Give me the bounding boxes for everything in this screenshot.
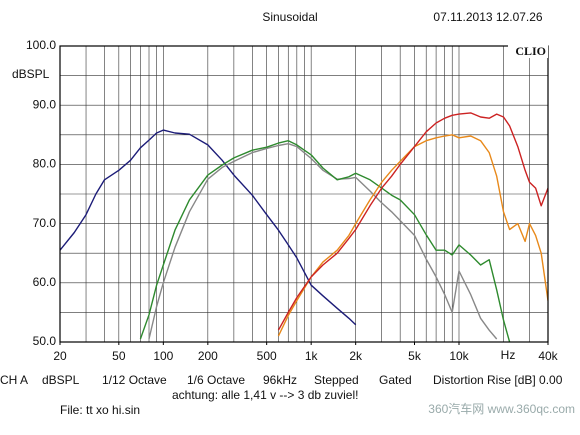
x-tick-label: 1k	[305, 349, 319, 363]
x-tick-label: 20	[53, 349, 67, 363]
watermark: 360汽车网 www.360qc.com	[428, 401, 575, 416]
y-tick-label: 50.0	[33, 334, 57, 348]
status-field: Stepped	[314, 373, 359, 387]
note: achtung: alle 1,41 v --> 3 db zuviel!	[172, 388, 358, 402]
y-tick-label: 70.0	[33, 216, 57, 230]
y-axis-label: dBSPL	[12, 67, 50, 81]
y-tick-label: 90.0	[33, 97, 57, 111]
y-tick-label: 80.0	[33, 157, 57, 171]
plot-lines	[60, 112, 548, 342]
file-name: File: tt xo hi.sin	[60, 403, 140, 417]
brand-box	[508, 44, 548, 58]
status-field: 96kHz	[263, 373, 297, 387]
chart-title: Sinusoidal	[262, 10, 317, 24]
x-tick-label: 2k	[349, 349, 363, 363]
x-axis-label: Hz	[501, 348, 516, 362]
grid	[59, 45, 549, 345]
y-tick-label: 60.0	[33, 275, 57, 289]
series-line	[277, 134, 548, 337]
x-tick-label: 10k	[449, 349, 469, 363]
x-tick-label: 200	[198, 349, 218, 363]
brand: CLIO	[515, 44, 546, 58]
status-field: Gated	[379, 373, 412, 387]
series-line	[139, 140, 511, 342]
status-bar: CH A dBSPL 1/12 Octave 1/6 Octave 96kHz Stepp…	[0, 373, 563, 387]
x-tick-label: 50	[112, 349, 126, 363]
timestamp: 07.11.2013 12.07.26	[433, 10, 543, 24]
x-tick-label: 500	[257, 349, 277, 363]
x-tick-label: 40k	[538, 349, 558, 363]
x-tick-label: 100	[153, 349, 173, 363]
plot-frame	[59, 45, 549, 343]
x-tick-label: 5k	[408, 349, 422, 363]
y-tick-label: 100.0	[26, 38, 56, 52]
status-field: 1/12 Octave	[102, 373, 167, 387]
status-field: Distortion Rise [dB] 0.00	[433, 373, 563, 387]
status-field: dBSPL	[42, 373, 80, 387]
series-line	[277, 112, 548, 331]
status-field: 1/6 Octave	[187, 373, 245, 387]
status-field: CH A	[0, 373, 28, 387]
